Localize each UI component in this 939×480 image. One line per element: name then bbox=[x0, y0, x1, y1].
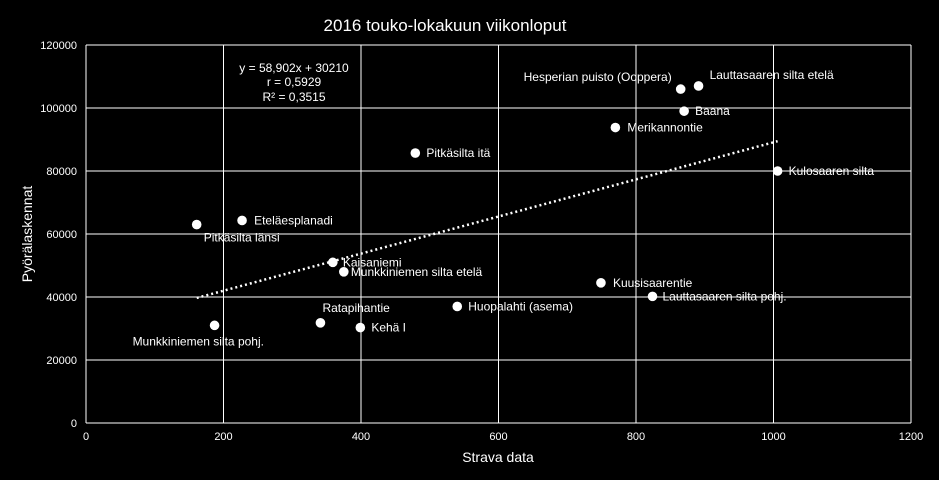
y-axis-label: Pyörälaskennat bbox=[19, 186, 35, 283]
point-label: Eteläesplanadi bbox=[254, 213, 333, 227]
data-point bbox=[675, 84, 686, 94]
point-label: Munkkiniemen silta pohj. bbox=[133, 334, 264, 348]
point-label: Kehä I bbox=[371, 321, 406, 335]
data-point bbox=[191, 219, 202, 230]
point-label: Pitkäsilta länsi bbox=[204, 231, 280, 245]
y-tick-label: 120000 bbox=[40, 40, 77, 52]
y-tick-label: 60000 bbox=[46, 229, 77, 241]
data-point bbox=[679, 106, 689, 116]
data-points: Pitkäsilta länsi Eteläesplanadi Munkkiniem… bbox=[133, 68, 875, 348]
point-label: Kuusisaarentie bbox=[613, 276, 693, 290]
point-label: Kaisaniemi bbox=[343, 255, 402, 269]
data-point bbox=[328, 257, 338, 268]
r-text: r = 0,5929 bbox=[267, 75, 322, 89]
y-tick-label: 20000 bbox=[46, 355, 77, 367]
point-label: Kulosaaren silta bbox=[789, 164, 875, 178]
x-tick-label: 400 bbox=[352, 431, 370, 443]
data-point bbox=[596, 278, 606, 288]
point-label: Lauttasaaren silta pohj. bbox=[663, 289, 787, 303]
data-point bbox=[647, 291, 658, 302]
data-point bbox=[209, 320, 220, 331]
point-label: Munkkiniemen silta etelä bbox=[351, 265, 483, 279]
data-point bbox=[693, 81, 704, 91]
regression-annotation: y = 58,902x + 30210 r = 0,5929 R² = 0,35… bbox=[239, 61, 349, 104]
r-squared-text: R² = 0,3515 bbox=[262, 90, 325, 104]
y-tick-label: 0 bbox=[71, 418, 77, 430]
equation-text: y = 58,902x + 30210 bbox=[239, 61, 349, 75]
point-label: Hesperian puisto (Ooppera) bbox=[524, 70, 672, 84]
chart-title: 2016 touko-lokakuun viikonloput bbox=[324, 16, 567, 35]
point-label: Merikannontie bbox=[627, 121, 703, 135]
data-point bbox=[315, 318, 326, 328]
trendline bbox=[196, 139, 778, 300]
y-tick-label: 40000 bbox=[46, 292, 77, 304]
x-tick-label: 0 bbox=[83, 431, 89, 443]
x-tick-label: 200 bbox=[214, 431, 232, 443]
point-label: Huopalahti (asema) bbox=[468, 299, 573, 313]
x-tick-label: 1000 bbox=[761, 431, 785, 443]
x-tick-label: 800 bbox=[627, 431, 645, 443]
gridlines bbox=[85, 44, 912, 424]
x-tick-label: 600 bbox=[489, 431, 507, 443]
y-axis-ticks: 0 20000 40000 60000 80000 100000 120000 bbox=[40, 40, 77, 430]
point-label: Pitkäsilta itä bbox=[426, 146, 490, 160]
data-point bbox=[339, 267, 349, 277]
point-label: Baana bbox=[695, 104, 730, 118]
x-axis-label: Strava data bbox=[462, 449, 534, 465]
data-point bbox=[410, 148, 421, 158]
x-axis-ticks: 0 200 400 600 800 1000 1200 bbox=[83, 431, 923, 443]
data-point bbox=[772, 166, 783, 176]
data-point bbox=[610, 122, 621, 133]
y-tick-label: 100000 bbox=[40, 103, 77, 115]
data-point bbox=[237, 215, 247, 226]
point-label: Lauttasaaren silta etelä bbox=[710, 68, 834, 82]
data-point bbox=[452, 301, 463, 312]
point-label: Ratapihantie bbox=[322, 301, 390, 315]
y-tick-label: 80000 bbox=[46, 166, 77, 178]
data-point bbox=[355, 322, 366, 333]
x-tick-label: 1200 bbox=[899, 431, 923, 443]
